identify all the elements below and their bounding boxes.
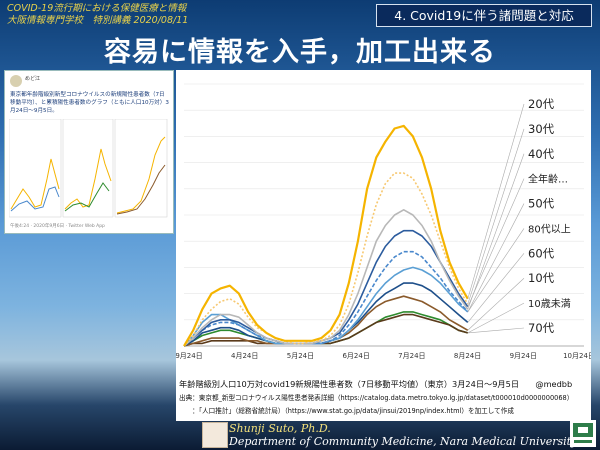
- avatar: [10, 75, 22, 87]
- university-logo: [570, 420, 596, 447]
- chart-source: 出典：東京都_新型コロナウイルス陽性患者発表詳細（https://catalog…: [179, 394, 574, 402]
- tweet-text: 東京都年齢階級別新型コロナウイルスの新規陽性患者数（7日移動平均）、と累積陽性患…: [10, 92, 169, 114]
- legend-label: 20代: [528, 97, 555, 111]
- legend-label: 50代: [528, 197, 555, 211]
- series-line: [183, 209, 469, 347]
- x-tick-label: 5月24日: [287, 352, 314, 360]
- x-tick-label: 8月24日: [454, 352, 481, 360]
- x-tick-label: 7月24日: [398, 352, 425, 360]
- legend-label: 40代: [528, 147, 555, 161]
- tweet-card: めど江 東京都年齢階級別新型コロナウイルスの新規陽性患者数（7日移動平均）、と累…: [4, 70, 174, 234]
- legend-leader: [467, 253, 525, 323]
- legend-label: 全年齢…: [528, 173, 568, 186]
- header-line: 大阪情報専門学校 特別講義 2020/08/11: [7, 15, 189, 26]
- section-label: 4. Covid19に伴う諸問題と対応: [376, 4, 592, 27]
- legend-label: 10代: [528, 271, 555, 285]
- legend-leader: [467, 228, 525, 313]
- line-chart: 9月24日 4月24日 5月24日 6月24日 7月24日 8月24日 9月24日 10月24…: [176, 83, 591, 360]
- x-tick-label: 10月24日: [563, 352, 591, 360]
- chart-source-2: ：「人口推計」（総務省統計局）（https://www.stat.go.jp/d…: [179, 407, 514, 415]
- chart-grid: [184, 83, 584, 347]
- legend-leader: [467, 278, 525, 331]
- x-axis-ticks: 9月24日 4月24日 5月24日 6月24日 7月24日 8月24日 9月24日 10月24…: [176, 352, 591, 360]
- series-line: [183, 313, 469, 347]
- legend-label: 70代: [528, 321, 555, 335]
- legend-leader: [467, 302, 525, 334]
- legend-label: 60代: [528, 246, 555, 260]
- x-tick-label: 6月24日: [342, 352, 369, 360]
- series-line: [183, 124, 469, 347]
- legend-leader: [467, 128, 525, 305]
- chart-panel: 9月24日 4月24日 5月24日 6月24日 7月24日 8月24日 9月24日 10月24…: [176, 70, 591, 421]
- legend-leader: [467, 203, 525, 313]
- presenter-photo: [202, 422, 228, 448]
- header-line: COVID-19流行期における保健医療と情報: [7, 3, 187, 14]
- header-left: COVID-19流行期における保健医療と情報 大阪情報専門学校 特別講義 202…: [7, 3, 367, 27]
- tweet-footer: 午後4:24 · 2020年9月6日 · Twitter Web App: [10, 224, 105, 229]
- legend-leader: [467, 153, 525, 310]
- presenter-dept: Department of Community Medicine, Nara M…: [229, 435, 578, 448]
- tweet-user: めど江: [25, 76, 41, 82]
- legend-leader: [467, 178, 525, 307]
- legend-label: 30代: [528, 122, 555, 136]
- x-tick-label: 9月24日: [510, 352, 537, 360]
- tweet-thumbnail-charts: [9, 119, 168, 218]
- legend-leaders: [467, 103, 525, 334]
- x-tick-label: 4月24日: [231, 352, 258, 360]
- chart-caption: 年齢階級別人口10万対covid19新規陽性患者数（7日移動平均値）（東京）3月…: [179, 379, 573, 389]
- series-line: [183, 172, 469, 347]
- legend-leader: [467, 103, 525, 299]
- slide-title: 容易に情報を入手，加工出来る: [104, 37, 496, 68]
- chart-lines: [183, 124, 469, 347]
- legend-leader: [467, 327, 525, 334]
- series-line: [183, 250, 469, 347]
- presenter-name: Shunji Suto, Ph.D.: [229, 422, 331, 435]
- legend-label: 80代以上: [528, 223, 571, 235]
- x-tick-label: 9月24日: [176, 352, 203, 360]
- legend-label: 10歳未満: [528, 298, 571, 310]
